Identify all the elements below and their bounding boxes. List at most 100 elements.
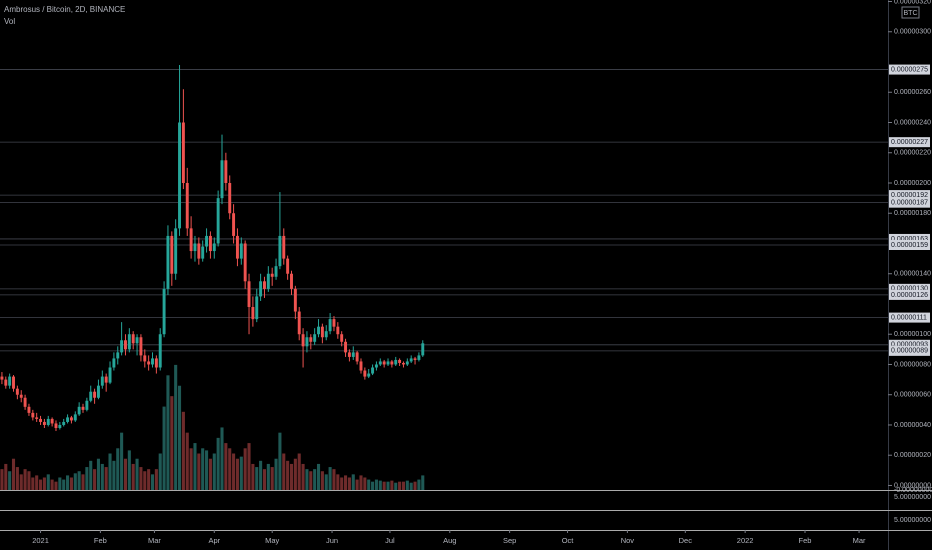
candle-body [263, 281, 266, 289]
volume-bar [363, 477, 367, 490]
candle-body [89, 391, 93, 401]
volume-bar [127, 450, 131, 490]
candle-body [147, 361, 151, 365]
volume-bar [351, 474, 355, 490]
volume-bar [305, 469, 309, 490]
level-label: 0.00000159 [891, 242, 928, 249]
volume-bar [336, 474, 340, 490]
x-tick-label: Feb [799, 536, 812, 545]
volume-bar [208, 458, 212, 490]
candle-body [23, 397, 27, 407]
volume-bar [247, 443, 251, 490]
candle-body [371, 367, 375, 374]
currency-box [901, 6, 920, 19]
candle-body [228, 182, 232, 214]
y-tick-label: 0.00000200 [894, 180, 931, 187]
candle-body [77, 406, 81, 415]
volume-bar [405, 480, 409, 490]
volume-bar [143, 471, 147, 490]
x-tick-label: May [265, 536, 279, 545]
volume-bar [181, 411, 185, 490]
volume-bar [413, 481, 417, 490]
volume-bar [328, 467, 332, 490]
level-label: 0.00000130 [891, 286, 928, 293]
y-tick-label: 0.00000080 [894, 361, 931, 368]
candle-body [390, 361, 394, 365]
y-tick-label: 0.00000240 [894, 119, 931, 126]
x-tick-label: Jun [326, 536, 338, 545]
level-label: 0.00000089 [891, 348, 928, 355]
candle-body [112, 358, 116, 368]
candle-body [301, 334, 305, 347]
candle-body [378, 361, 382, 365]
candle-body [239, 243, 243, 259]
volume-bar [96, 458, 100, 490]
candle-body [216, 198, 220, 244]
level-label: 0.00000126 [891, 292, 928, 299]
volume-bar [316, 463, 321, 490]
candle-body [290, 273, 293, 289]
volume-bar [278, 432, 282, 490]
volume-bar [93, 469, 97, 490]
volume-bar [344, 475, 348, 490]
x-tick-label: Mar [853, 536, 866, 545]
candle-body [104, 376, 108, 383]
volume-bar [123, 458, 128, 490]
volume-bar [313, 469, 317, 490]
candle-body [31, 412, 35, 418]
volume-bar [85, 467, 89, 490]
x-tick-label: Apr [208, 536, 220, 545]
volume-bar [19, 474, 23, 490]
volume-bar [355, 479, 359, 490]
volume-bar [66, 475, 70, 490]
volume-bar [15, 467, 19, 490]
candle-body [197, 243, 201, 259]
volume-bar [131, 463, 135, 490]
volume-title: Vol [4, 17, 15, 26]
volume-bar [23, 469, 27, 490]
volume-bar [401, 481, 406, 490]
y-tick-label: 0.00000220 [894, 150, 931, 157]
x-tick-label: Sep [503, 536, 516, 545]
volume-bar [170, 396, 174, 490]
level-label: 0.00000227 [891, 139, 928, 146]
volume-bar [185, 432, 189, 490]
candle-body [259, 281, 263, 297]
pane-scale-label: 5.00000000 [894, 494, 931, 501]
level-label: 0.00000111 [891, 314, 927, 321]
candle-body [181, 122, 185, 183]
volume-bar [62, 479, 66, 490]
candle-body [332, 319, 336, 327]
currency: BTC [904, 10, 918, 17]
candle-body [66, 417, 70, 422]
volume-bar [174, 364, 178, 490]
volume-bar [100, 463, 104, 490]
candle-body [151, 358, 154, 365]
candle-body [27, 406, 31, 413]
volume-bar [147, 469, 151, 490]
candle-body [58, 424, 62, 428]
volume-bar [374, 479, 378, 490]
volume-bar [251, 463, 255, 490]
volume-bar [282, 453, 286, 490]
candle-body [220, 160, 224, 199]
level-label: 0.00000187 [891, 199, 928, 206]
volume-bar [297, 453, 301, 490]
candle-body [313, 334, 317, 342]
level-label-box [889, 283, 930, 294]
level-label-box [889, 240, 930, 250]
volume-bar [340, 477, 344, 490]
candle-body [69, 417, 73, 421]
level-label: 0.00000275 [891, 66, 928, 73]
volume-bar [228, 448, 232, 490]
candle-body [162, 288, 166, 335]
candle-body [100, 376, 104, 386]
candle-body [158, 334, 162, 368]
candle-body [135, 337, 139, 344]
candle-body [85, 400, 89, 410]
candle-body [282, 235, 286, 259]
volume-bar [150, 474, 155, 490]
candle-body [398, 359, 402, 363]
level-label-box [889, 312, 930, 323]
